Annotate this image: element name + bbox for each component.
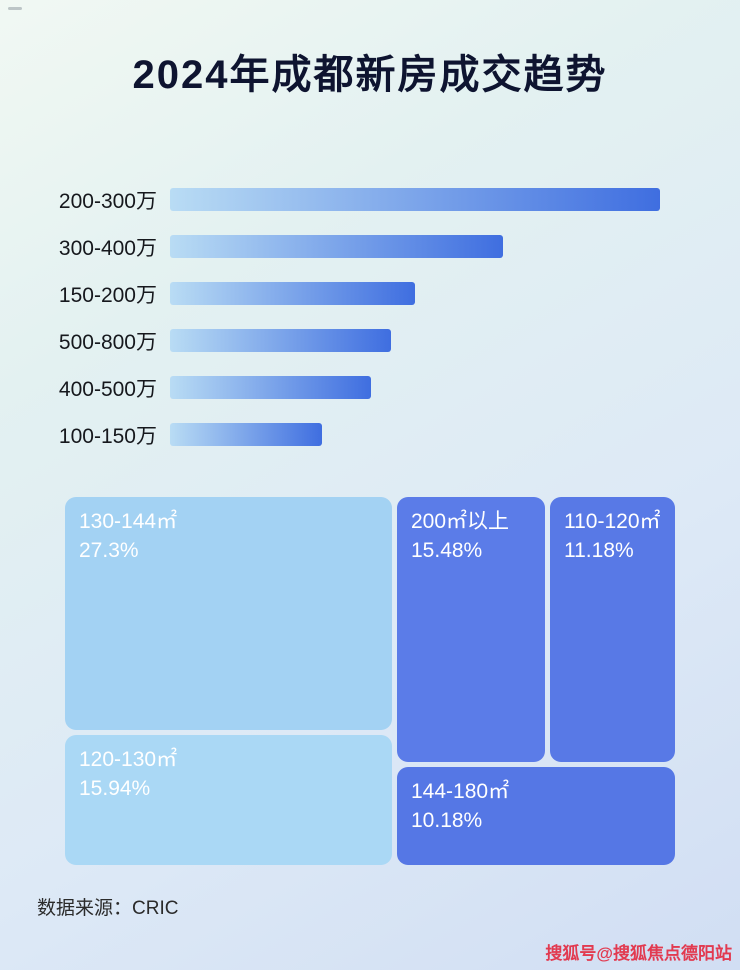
treemap-block-label: 144-180㎡ xyxy=(411,780,510,803)
area-share-treemap: 130-144㎡ 27.3% 200㎡以上 15.48% 110-120㎡ 11… xyxy=(65,497,675,865)
bar-track xyxy=(170,376,660,399)
watermark: 搜狐号@搜狐焦点德阳站 xyxy=(545,944,732,963)
bar-row-100-150: 100-150万 xyxy=(40,423,660,448)
bar xyxy=(170,329,391,352)
treemap-block-200-plus: 200㎡以上 15.48% xyxy=(397,497,545,762)
bar-track xyxy=(170,282,660,305)
bar-label: 150-200万 xyxy=(58,283,157,307)
treemap-block-value: 15.94% xyxy=(79,777,151,800)
bar-label: 100-150万 xyxy=(58,424,157,448)
bar xyxy=(170,235,504,258)
data-source: 数据来源：CRIC xyxy=(37,898,179,919)
treemap-block-144-180: 144-180㎡ 10.18% xyxy=(397,767,675,865)
corner-mark xyxy=(8,7,22,10)
bar-track xyxy=(170,329,660,352)
bar-track xyxy=(170,423,660,446)
treemap-block-110-120: 110-120㎡ 11.18% xyxy=(550,497,675,762)
bar xyxy=(170,188,660,211)
bar-track xyxy=(170,235,660,258)
treemap-block-label: 130-144㎡ xyxy=(79,510,178,533)
treemap-block-label: 120-130㎡ xyxy=(79,748,178,771)
bar xyxy=(170,376,371,399)
bar-label: 500-800万 xyxy=(58,330,157,354)
bar-row-400-500: 400-500万 xyxy=(40,376,660,401)
price-range-bar-chart: 200-300万 300-400万 150-200万 500-800万 400-… xyxy=(40,188,660,470)
treemap-block-value: 11.18% xyxy=(564,539,634,562)
bar xyxy=(170,282,415,305)
bar-label: 400-500万 xyxy=(58,377,157,401)
bar-label: 200-300万 xyxy=(58,189,157,213)
bar-track xyxy=(170,188,660,211)
treemap-block-label: 110-120㎡ xyxy=(564,510,661,533)
bar-label: 300-400万 xyxy=(58,236,157,260)
bar-row-300-400: 300-400万 xyxy=(40,235,660,260)
treemap-block-130-144: 130-144㎡ 27.3% xyxy=(65,497,392,730)
treemap-block-label: 200㎡以上 xyxy=(411,510,510,533)
treemap-block-value: 10.18% xyxy=(411,809,483,832)
treemap-block-value: 27.3% xyxy=(79,539,139,562)
page-title: 2024年成都新房成交趋势 xyxy=(132,53,608,97)
bar-row-200-300: 200-300万 xyxy=(40,188,660,213)
bar-row-500-800: 500-800万 xyxy=(40,329,660,354)
bar-row-150-200: 150-200万 xyxy=(40,282,660,307)
bar xyxy=(170,423,322,446)
treemap-block-value: 15.48% xyxy=(411,539,483,562)
treemap-block-120-130: 120-130㎡ 15.94% xyxy=(65,735,392,865)
